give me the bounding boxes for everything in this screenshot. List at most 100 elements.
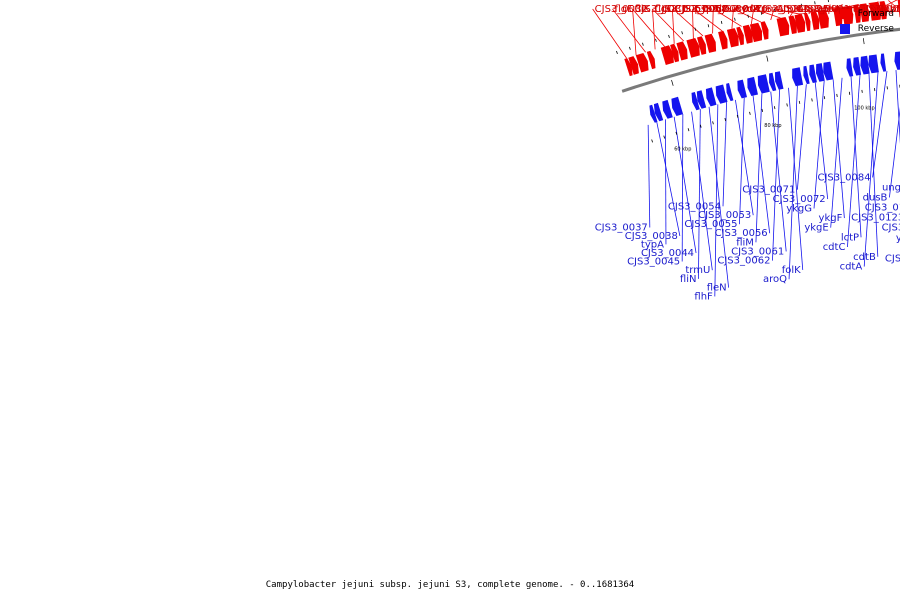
gene-label[interactable]: CJS3_0071 [742,185,795,196]
reverse-gene-arrow[interactable] [737,79,747,99]
gene-label[interactable]: fliM [736,237,754,248]
gene-label[interactable]: CJS3_0124 [882,223,900,234]
forward-gene-arrow[interactable] [749,22,762,43]
forward-gene-arrow[interactable] [879,1,888,20]
reverse-gene-arrow[interactable] [816,63,825,82]
reverse-gene-arrow[interactable] [747,76,758,96]
gene-label[interactable]: cdtA [840,262,863,273]
gene-label[interactable]: CJS3_0054 [668,201,721,212]
gene-label[interactable]: CJS3_0037 [595,223,648,234]
gene-label[interactable]: CJS3_0128 [865,202,900,213]
forward-gene-arrow[interactable] [776,17,790,37]
reverse-gene-arrow[interactable] [726,83,734,102]
gene-label[interactable]: rpmA [757,4,784,15]
gene-label[interactable]: CJS3_0056 [715,228,768,239]
forward-gene-arrow[interactable] [704,33,717,53]
gene-label[interactable]: rplU [818,4,839,15]
gene-label[interactable]: CJS3_0057 [654,4,707,15]
forward-gene-arrow[interactable] [646,50,656,70]
gene-label[interactable]: CJS3_0058 [674,4,727,15]
forward-gene-arrow[interactable] [859,3,870,23]
reverse-gene-arrow[interactable] [853,57,862,76]
gene-label[interactable]: cdtB [853,252,876,263]
gene-label[interactable]: atpG [860,4,884,15]
gene-label[interactable]: CJS3_0092 [858,4,900,15]
forward-gene-arrow[interactable] [742,24,753,44]
forward-gene-arrow[interactable] [624,58,633,77]
forward-gene-arrow[interactable] [760,21,769,40]
gene-label[interactable]: CJS3_0127 [885,254,900,265]
forward-gene-arrow[interactable] [817,9,829,29]
forward-gene-arrow[interactable] [670,43,679,63]
gene-label[interactable]: CJS3_0055 [684,219,737,230]
reverse-gene-arrow[interactable] [769,72,777,92]
gene-label[interactable]: ung [882,182,900,193]
gene-label[interactable]: fabD [881,4,900,15]
forward-gene-arrow[interactable] [869,1,882,21]
gene-label[interactable]: atpC [798,4,821,15]
forward-gene-arrow[interactable] [726,28,739,48]
forward-gene-arrow[interactable] [628,56,639,75]
gene-label[interactable]: ykgG [786,204,812,215]
gene-label[interactable]: CJS3_0044 [641,248,694,259]
gene-label[interactable]: CJS3_0072 [773,194,826,205]
gene-label[interactable]: trmU [685,265,710,276]
gene-label[interactable]: CJS3_0084 [818,172,871,183]
reverse-gene-arrow[interactable] [880,53,887,72]
forward-gene-arrow[interactable] [718,30,728,50]
gene-label[interactable]: CJS3_0123 [851,213,900,224]
gene-label[interactable]: atpD [880,4,900,15]
reverse-gene-arrow[interactable] [671,96,684,116]
gene-label[interactable]: fliK [634,4,650,15]
gene-label[interactable]: cydA [736,4,761,15]
forward-gene-arrow[interactable] [635,53,649,73]
gene-label[interactable]: CJS3_0062 [717,256,770,267]
gene-label[interactable]: CJS3_0091 [797,4,850,15]
reverse-gene-arrow[interactable] [868,54,879,74]
gene-label[interactable]: pspA [694,4,719,15]
gene-label[interactable]: atpH [777,4,801,15]
forward-gene-arrow[interactable] [686,38,700,58]
gene-label[interactable]: CJS3_0095 [776,4,829,15]
reverse-gene-arrow[interactable] [649,104,658,123]
gene-label[interactable]: dcuA [716,4,741,15]
gene-label[interactable]: CJS3_0045 [627,257,680,268]
forward-gene-arrow[interactable] [853,4,861,23]
reverse-gene-arrow[interactable] [715,84,728,104]
gene-label[interactable]: CJS3_0061 [731,246,784,257]
gene-label[interactable]: flhF [694,291,713,302]
reverse-gene-arrow[interactable] [691,92,700,111]
gene-label[interactable]: dusB [863,192,888,203]
reverse-gene-arrow[interactable] [809,64,817,84]
gene-label[interactable]: typA [641,239,664,250]
forward-gene-arrow[interactable] [897,0,900,18]
gene-label[interactable]: atpA [817,4,840,15]
gene-label[interactable]: cdtC [823,242,846,253]
gene-label[interactable]: fleN [707,283,727,294]
forward-gene-arrow[interactable] [804,12,811,32]
reverse-gene-arrow[interactable] [823,61,834,81]
reverse-gene-arrow[interactable] [775,71,784,90]
gene-label[interactable]: folK [782,265,801,276]
gene-label[interactable]: aroQ [763,274,787,285]
gene-label[interactable]: CJS3_0032 [595,4,648,15]
reverse-gene-arrow[interactable] [757,74,770,94]
gene-label[interactable]: ykgF [819,213,843,224]
forward-gene-arrow[interactable] [788,15,797,35]
gene-label[interactable]: CJS3_0038 [625,231,678,242]
forward-gene-arrow[interactable] [660,45,674,65]
reverse-gene-arrow[interactable] [653,102,664,122]
reverse-gene-arrow[interactable] [662,99,673,119]
gene-label[interactable]: flgE [614,4,633,15]
forward-gene-arrow[interactable] [676,41,688,61]
gene-label[interactable]: CJS3_0067 [675,4,728,15]
reverse-gene-arrow[interactable] [803,65,810,85]
gene-label[interactable]: fliN [680,274,697,285]
reverse-gene-arrow[interactable] [705,87,717,107]
reverse-gene-arrow[interactable] [792,67,804,87]
gene-label[interactable]: flgD [654,4,675,15]
reverse-gene-arrow[interactable] [846,58,854,77]
gene-label[interactable]: CJS3_0080 [695,4,748,15]
gene-label[interactable]: ykgE [804,223,828,234]
forward-gene-arrow[interactable] [736,26,744,46]
